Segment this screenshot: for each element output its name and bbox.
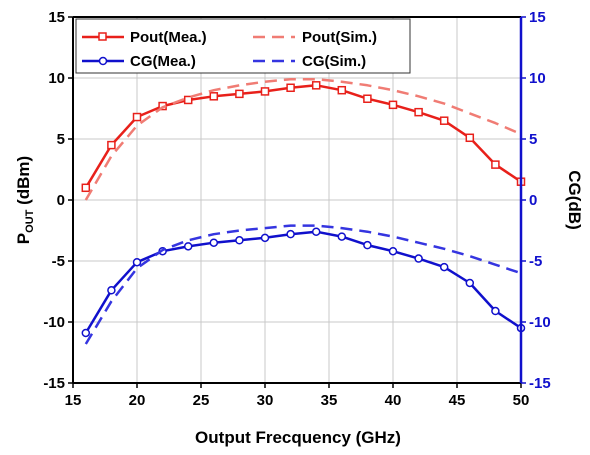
data-point-cg-mea [337, 232, 347, 241]
data-point-pout-mea [81, 183, 91, 193]
legend: Pout(Mea.) Pout(Sim.) CG(Mea.) CG(Sim.) [75, 18, 411, 74]
data-point-pout-mea [286, 83, 295, 93]
data-point-pout-mea [439, 116, 449, 125]
axis-ticks: 15 20 25 30 35 40 45 50-15-10-5051015-15-10-505… [43, 9, 550, 409]
data-point-pout-mea [388, 100, 398, 110]
legend-marker-cg-mea [98, 56, 108, 66]
data-point-pout-mea [363, 94, 372, 103]
x-tick-label: 40 [385, 392, 402, 409]
y-left-tick-label: 0 [57, 192, 65, 209]
y-right-tick-label: 10 [529, 70, 546, 87]
x-tick-label: 20 [129, 392, 146, 409]
y-left-tick-label: -10 [43, 314, 65, 331]
data-point-cg-mea [491, 306, 500, 316]
y-left-tick-label: -15 [43, 375, 65, 392]
data-point-cg-mea [465, 278, 475, 288]
series-line-cg-sim [84, 224, 522, 345]
series-line-pout-sim [84, 77, 522, 201]
y-right-tick-label: -5 [529, 253, 542, 270]
y-right-tick-label: 0 [529, 192, 537, 209]
data-point-pout-mea [107, 140, 116, 150]
x-axis-title: Output Frecquency (GHz) [195, 428, 401, 447]
series-line-cg-mea [84, 230, 522, 334]
data-point-cg-mea [311, 227, 321, 236]
x-tick-label: 50 [513, 392, 530, 409]
data-point-cg-mea [260, 233, 270, 243]
legend-box [75, 18, 411, 74]
y-left-tick-label: 10 [48, 70, 65, 87]
data-point-pout-mea [132, 112, 142, 122]
legend-label-pout-sim: Pout(Sim.) [302, 29, 377, 46]
y-left-tick-label: 5 [57, 131, 65, 148]
y-axis-left-title-main: P [14, 233, 33, 244]
data-point-pout-mea [183, 95, 193, 105]
y-axis-left-title: POUT (dBm) [14, 156, 36, 244]
y-left-tick-label: -5 [52, 253, 65, 270]
data-point-pout-mea [491, 160, 500, 169]
y-axis-left-title-sub: OUT [24, 209, 36, 233]
y-left-tick-label: 15 [48, 9, 65, 26]
legend-marker-pout-mea [98, 32, 107, 41]
y-right-tick-label: -10 [529, 314, 551, 331]
data-point-cg-mea [388, 246, 398, 256]
data-point-cg-mea [235, 236, 244, 245]
data-point-cg-mea [286, 229, 295, 239]
data-point-cg-mea [414, 254, 423, 263]
data-point-cg-mea [107, 286, 116, 295]
x-tick-label: 30 [257, 392, 274, 409]
legend-label-cg-sim: CG(Sim.) [302, 53, 366, 70]
legend-label-cg-mea: CG(Mea.) [130, 53, 196, 70]
data-point-pout-mea [311, 81, 321, 90]
series-line-pout-mea [84, 84, 522, 189]
legend-label-pout-mea: Pout(Mea.) [130, 29, 207, 46]
data-point-cg-mea [363, 240, 372, 250]
data-point-cg-mea [439, 262, 449, 272]
data-point-pout-mea [260, 87, 270, 96]
y-right-tick-label: 15 [529, 9, 546, 26]
x-tick-label: 25 [193, 392, 210, 409]
x-tick-label: 15 [65, 392, 82, 409]
data-point-cg-mea [81, 328, 91, 338]
series-lines [81, 77, 526, 345]
data-point-pout-mea [465, 133, 475, 143]
y-right-tick-label: -15 [529, 375, 551, 392]
data-point-cg-mea [132, 257, 142, 267]
data-point-cg-mea [183, 242, 193, 251]
x-tick-label: 35 [321, 392, 338, 409]
y-axis-right-title: CG(dB) [565, 170, 584, 229]
data-point-cg-mea [209, 238, 219, 247]
y-axis-left-title-rest: (dBm) [14, 156, 33, 210]
y-right-tick-label: 5 [529, 131, 537, 148]
data-point-pout-mea [209, 92, 219, 101]
data-point-pout-mea [337, 85, 347, 95]
data-point-pout-mea [235, 89, 244, 99]
data-point-pout-mea [414, 107, 423, 117]
x-tick-label: 45 [449, 392, 466, 409]
